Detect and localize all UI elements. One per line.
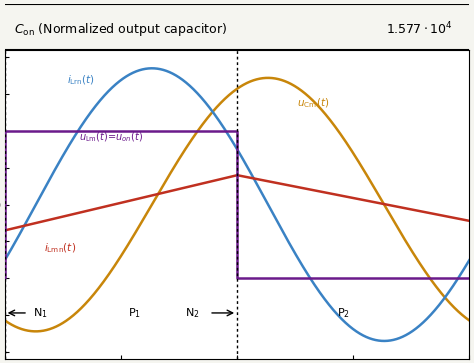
Text: $C_{\mathrm{on}}$ (Normalized output capacitor): $C_{\mathrm{on}}$ (Normalized output cap… <box>14 21 227 37</box>
Text: $u_{\mathrm{Cm}}(t)$: $u_{\mathrm{Cm}}(t)$ <box>297 97 329 110</box>
Text: $i_{\mathrm{Lrn}}(t)$: $i_{\mathrm{Lrn}}(t)$ <box>67 73 95 87</box>
Text: $i_{\mathrm{Lmn}}(t)$: $i_{\mathrm{Lmn}}(t)$ <box>44 241 76 255</box>
Text: N$_2$: N$_2$ <box>185 306 200 320</box>
Text: P$_2$: P$_2$ <box>337 306 350 320</box>
Text: $1.577\cdot10^4$: $1.577\cdot10^4$ <box>386 21 452 37</box>
Text: N$_1$: N$_1$ <box>33 306 47 320</box>
Text: $u_{\mathrm{Lm}}(t)$=$u_{on}(t)$: $u_{\mathrm{Lm}}(t)$=$u_{on}(t)$ <box>79 131 143 144</box>
Text: P$_1$: P$_1$ <box>128 306 141 320</box>
